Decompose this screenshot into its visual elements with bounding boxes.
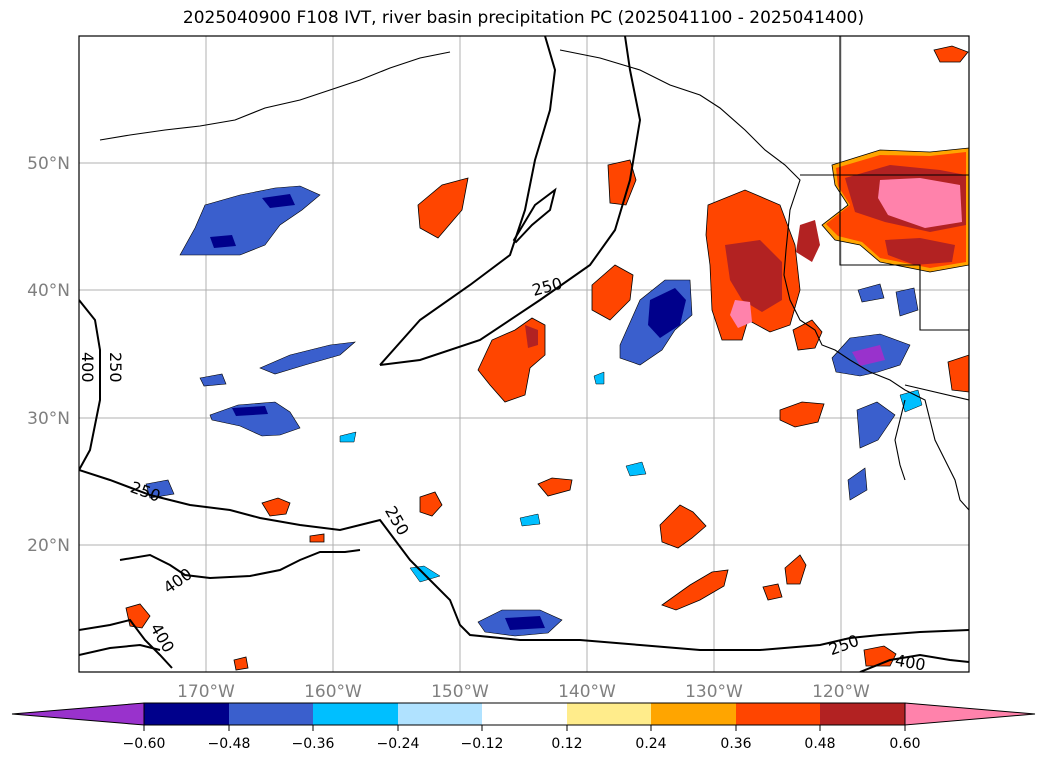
colorbar-tick-label: −0.60	[123, 736, 166, 752]
lat-label: 50°N	[27, 154, 70, 174]
contour-label: 250	[381, 503, 413, 539]
colorbar-tick-label: 0.60	[889, 736, 920, 752]
lon-label: 160°W	[304, 682, 362, 702]
lat-label: 20°N	[27, 536, 70, 556]
coastlines	[99, 36, 969, 511]
colorbar-segment	[820, 703, 905, 725]
colorbar-segment	[229, 703, 313, 725]
colorbar-high-extension	[904, 702, 1036, 726]
latitude-labels: 50°N 40°N 30°N 20°N	[27, 154, 70, 556]
colorbar-segment	[313, 703, 398, 725]
lon-label: 150°W	[431, 682, 489, 702]
contour-label: 250	[530, 274, 564, 300]
colorbar: −0.60 −0.48 −0.36 −0.24 −0.12 0.12 0.24 …	[11, 702, 1036, 752]
lat-label: 40°N	[27, 281, 70, 301]
contour-label: 400	[146, 620, 178, 656]
lon-label: 120°W	[812, 682, 870, 702]
map-panel: 250 250 250 400 250 400 400 250 400	[78, 36, 969, 675]
colorbar-tick-label: 0.36	[720, 736, 751, 752]
map-title: 2025040900 F108 IVT, river basin precipi…	[182, 8, 865, 28]
longitude-labels: 170°W 160°W 150°W 140°W 130°W 120°W	[177, 682, 870, 702]
colorbar-tick-label: 0.24	[635, 736, 666, 752]
lon-label: 170°W	[177, 682, 235, 702]
colorbar-segment	[482, 703, 567, 725]
colorbar-segment	[736, 703, 820, 725]
precip-blob-north-pacific	[179, 185, 321, 256]
contour-label: 400	[160, 564, 196, 597]
colorbar-tick-label: −0.36	[292, 736, 335, 752]
colorbar-tick-label: −0.48	[208, 736, 251, 752]
positive-precip-regions	[125, 45, 969, 671]
colorbar-tick-label: 0.12	[551, 736, 582, 752]
lon-label: 130°W	[685, 682, 743, 702]
lat-label: 30°N	[27, 409, 70, 429]
colorbar-segment	[398, 703, 482, 725]
colorbar-tick-label: −0.24	[377, 736, 420, 752]
colorbar-segment	[567, 703, 651, 725]
colorbar-segment	[144, 703, 229, 725]
colorbar-tick-label: 0.48	[804, 736, 835, 752]
contour-label: 250	[106, 352, 125, 383]
contour-label: 400	[894, 651, 927, 675]
map-frame	[78, 35, 970, 673]
colorbar-low-extension	[11, 702, 145, 726]
colorbar-tick-label: −0.12	[461, 736, 504, 752]
negative-precip-regions	[145, 185, 923, 637]
contour-label: 400	[78, 352, 97, 383]
contour-label: 250	[826, 631, 861, 659]
lon-label: 140°W	[558, 682, 616, 702]
ivt-contours	[79, 36, 969, 672]
colorbar-segment	[651, 703, 736, 725]
